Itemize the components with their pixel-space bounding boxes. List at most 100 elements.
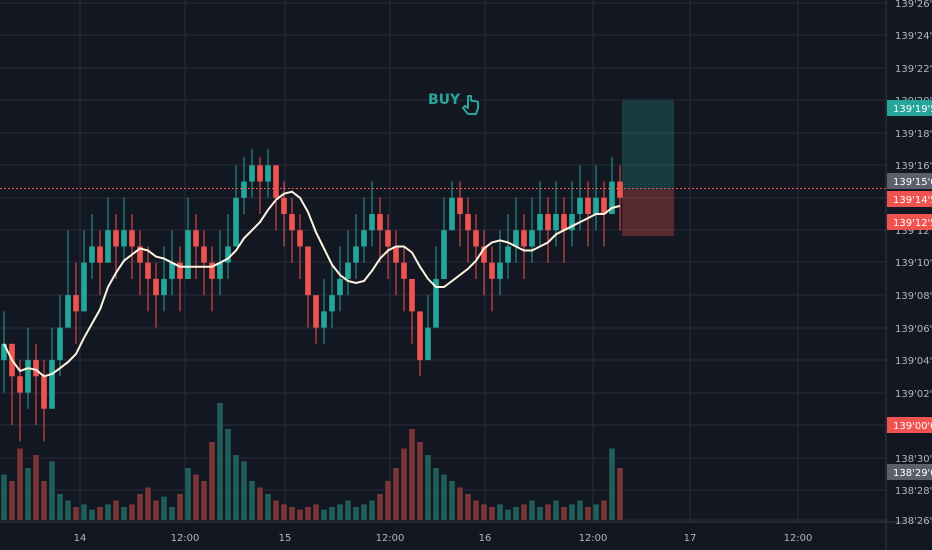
- candle-body: [249, 165, 255, 182]
- position-box[interactable]: [622, 100, 674, 237]
- candle-body: [529, 230, 535, 247]
- volume-bar: [377, 494, 383, 520]
- candle-body: [425, 327, 431, 361]
- loss-zone[interactable]: [622, 189, 674, 237]
- price-tick-label: 139'04'0: [895, 356, 932, 367]
- volume-bar: [201, 481, 207, 520]
- candle-body: [513, 230, 519, 247]
- volume-bar: [369, 500, 375, 520]
- volume-bar: [361, 504, 367, 520]
- volume-bar: [113, 500, 119, 520]
- volume-bar: [305, 507, 311, 520]
- volume-bar: [145, 487, 151, 520]
- volume-bar: [233, 455, 239, 520]
- candle-body: [521, 230, 527, 247]
- volume-bar: [513, 507, 519, 520]
- candle-body: [225, 246, 231, 263]
- price-label-badge: [887, 417, 932, 433]
- volume-bar: [585, 507, 591, 520]
- candle-body: [289, 214, 295, 231]
- candle-body: [273, 165, 279, 198]
- candle-body: [33, 360, 39, 377]
- candle-body: [345, 262, 351, 279]
- volume-bar: [153, 500, 159, 520]
- price-tick-label: 139'12'0: [895, 226, 932, 237]
- candle-body: [241, 181, 247, 198]
- candle-body: [305, 246, 311, 296]
- candle-body: [361, 230, 367, 247]
- price-label-text: 139'12'5: [893, 218, 932, 229]
- candle-body: [297, 230, 303, 247]
- volume-bar: [73, 507, 79, 520]
- volume-bar: [289, 507, 295, 520]
- price-tick-label: 138'28'0: [895, 486, 932, 497]
- candle-body: [105, 230, 111, 263]
- candle-body: [113, 230, 119, 247]
- candle-body: [409, 278, 415, 312]
- candle-body: [465, 214, 471, 231]
- candle-body: [89, 246, 95, 263]
- candle-body: [153, 278, 159, 296]
- time-tick-label: 15: [279, 533, 292, 544]
- candle-body: [561, 214, 567, 231]
- volume-bar: [185, 468, 191, 520]
- candle-body: [1, 343, 7, 361]
- volume-bar: [9, 481, 15, 520]
- price-label-text: 138'29'0: [893, 468, 932, 479]
- volume-bar: [313, 504, 319, 520]
- price-tick-label: 139'06'0: [895, 324, 932, 335]
- candle-body: [577, 197, 583, 214]
- volume-bar: [89, 509, 95, 520]
- volume-bar: [457, 487, 463, 520]
- candle-body: [97, 246, 103, 263]
- volume-bar: [569, 504, 575, 520]
- price-label-badge: [887, 214, 932, 230]
- price-axis[interactable]: 139'26'0139'24'0139'22'0139'20'0139'18'0…: [895, 0, 932, 527]
- price-tick-label: 139'08'0: [895, 291, 932, 302]
- profit-zone[interactable]: [622, 100, 674, 190]
- candle-body: [393, 246, 399, 263]
- volume-bar: [481, 504, 487, 520]
- candle-body: [449, 197, 455, 231]
- volume-bar: [273, 500, 279, 520]
- candle-body: [609, 181, 615, 214]
- price-label-badge: [887, 464, 932, 480]
- volume-bar: [97, 507, 103, 520]
- volume-bar: [281, 504, 287, 520]
- candle-body: [57, 327, 63, 361]
- volume-bar: [105, 504, 111, 520]
- volume-bar: [601, 500, 607, 520]
- price-tick-label: 139'16'0: [895, 161, 932, 172]
- volume-bar: [449, 481, 455, 520]
- volume-bar: [337, 504, 343, 520]
- candle-body: [49, 360, 55, 409]
- price-tick-label: 139'02'0: [895, 389, 932, 400]
- time-axis[interactable]: 14 12:00 15 12:00 16 12:00 17 12:00: [74, 533, 813, 544]
- candle-body: [369, 214, 375, 231]
- candle-body: [417, 311, 423, 361]
- volume-bar: [33, 455, 39, 520]
- candle-body: [129, 230, 135, 247]
- price-tick-label: 138'26'0: [895, 516, 932, 527]
- price-tick-label: 139'24'0: [895, 31, 932, 42]
- volume-bar: [545, 504, 551, 520]
- price-label-text: 139'00'0: [893, 421, 932, 432]
- price-label-text: 139'19'5: [893, 104, 932, 115]
- time-tick-label: 12:00: [376, 533, 405, 544]
- volume-bar: [505, 509, 511, 520]
- volume-bar: [393, 468, 399, 520]
- candle-body: [617, 181, 623, 198]
- candle-body: [441, 230, 447, 279]
- candle-body: [169, 262, 175, 279]
- volume-bars: [1, 403, 623, 520]
- buy-annotation[interactable]: BUY: [428, 92, 479, 115]
- price-label-text: 139'14'5: [893, 195, 932, 206]
- candle-body: [457, 197, 463, 214]
- candle-body: [257, 165, 263, 182]
- candle-body: [473, 230, 479, 247]
- volume-bar: [65, 500, 71, 520]
- time-tick-label: 12:00: [171, 533, 200, 544]
- price-tick-label: 139'18'0: [895, 129, 932, 140]
- candle-body: [585, 197, 591, 214]
